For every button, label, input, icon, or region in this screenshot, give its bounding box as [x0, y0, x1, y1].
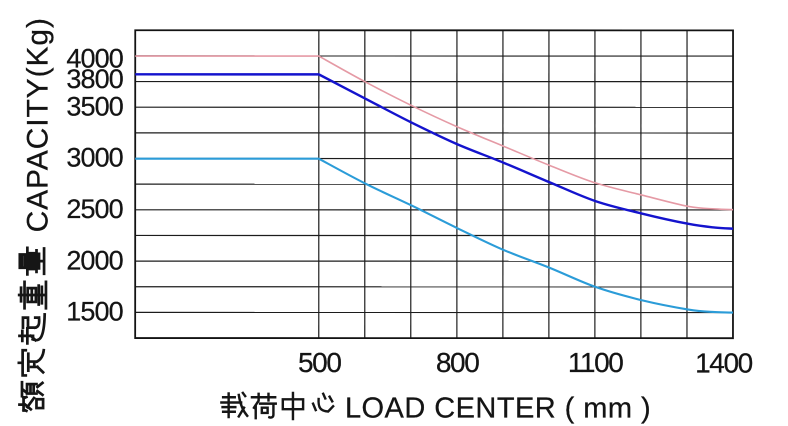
svg-text:1400: 1400 [695, 347, 753, 378]
svg-text:1100: 1100 [568, 347, 623, 378]
svg-text:CAPACITY(Kg): CAPACITY(Kg) [21, 17, 54, 232]
svg-text:3800: 3800 [66, 64, 122, 94]
svg-text:LOAD CENTER ( mm ): LOAD CENTER ( mm ) [345, 392, 651, 424]
svg-text:1500: 1500 [66, 296, 122, 326]
svg-text:800: 800 [436, 347, 479, 378]
svg-text:4000: 4000 [66, 43, 122, 73]
svg-text:500: 500 [298, 347, 341, 378]
svg-text:2000: 2000 [66, 245, 122, 275]
svg-text:3500: 3500 [66, 92, 122, 122]
svg-text:2500: 2500 [66, 194, 122, 224]
svg-text:3000: 3000 [66, 142, 122, 172]
